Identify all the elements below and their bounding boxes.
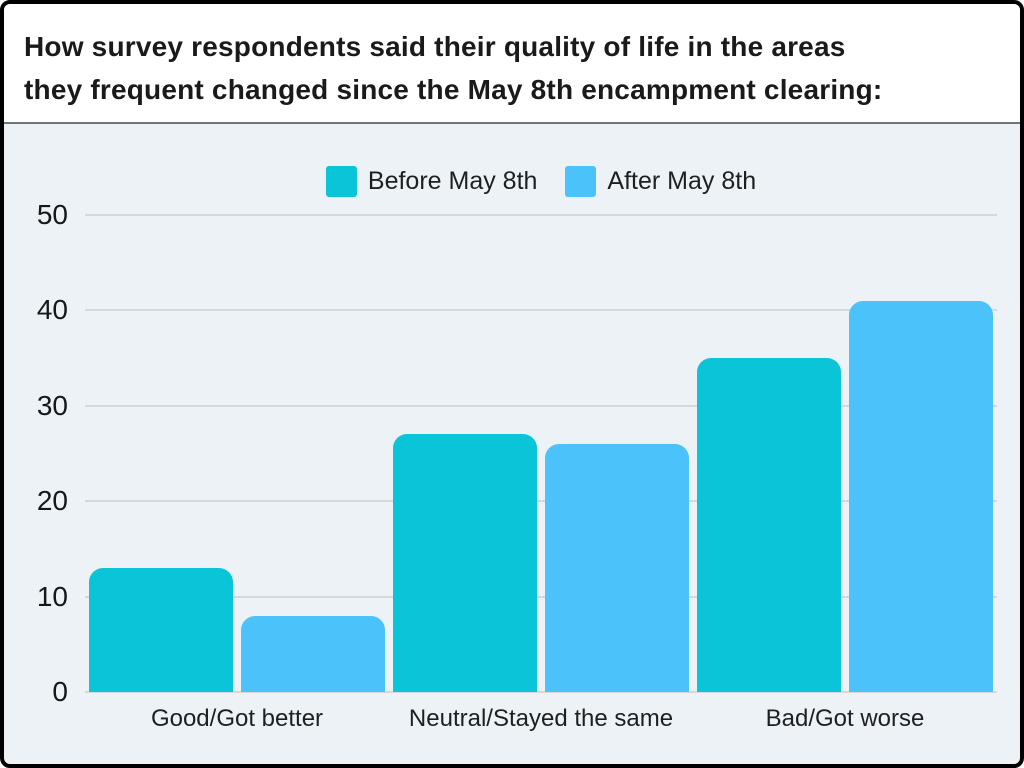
chart-header: How survey respondents said their qualit… [4,4,1020,124]
y-tick-label-50: 50 [36,199,68,230]
bar-before-may-8th-neutral-stayed-the-same [393,434,537,692]
chart-title-line-1: How survey respondents said their qualit… [24,31,846,62]
bar-after-may-8th-bad-got-worse [849,300,993,692]
x-axis-label-good-got-better: Good/Got better [150,705,324,732]
bar-after-may-8th-neutral-stayed-the-same [545,443,689,692]
gridline-30 [85,404,997,407]
y-tick-label-10: 10 [36,580,68,612]
y-tick-label-20: 20 [36,485,68,517]
legend: Before May 8th After May 8th [85,165,997,197]
gridline-0 [85,691,997,693]
legend-swatch-before-may-8th-icon [325,165,357,197]
bar-after-may-8th-good-got-better [241,615,385,692]
x-axis-label-bad-got-worse: Bad/Got worse [765,705,925,732]
legend-label-before-may-8th: Before May 8th [367,166,538,195]
gridline-20 [85,500,997,503]
y-tick-label-40: 40 [36,294,68,326]
legend-swatch-after-may-8th-icon [565,165,597,197]
y-tick-label-0: 0 [52,676,68,707]
legend-item-after-may-8th: After May 8th [565,165,757,197]
gridline-50 [85,214,997,216]
gridline-40 [85,309,997,312]
chart-title-line-2: they frequent changed since the May 8th … [24,74,883,105]
legend-item-before-may-8th: Before May 8th [325,165,538,197]
legend-label-after-may-8th: After May 8th [607,166,757,195]
gridline-10 [85,595,997,598]
y-tick-label-30: 30 [36,389,68,421]
x-axis-label-neutral-stayed-the-same: Neutral/Stayed the same [408,705,674,732]
bar-before-may-8th-bad-got-worse [697,358,841,692]
bar-before-may-8th-good-got-better [89,567,233,692]
plot-area: Before May 8th After May 8th 0 10 20 30 40 50 G… [4,126,1020,764]
